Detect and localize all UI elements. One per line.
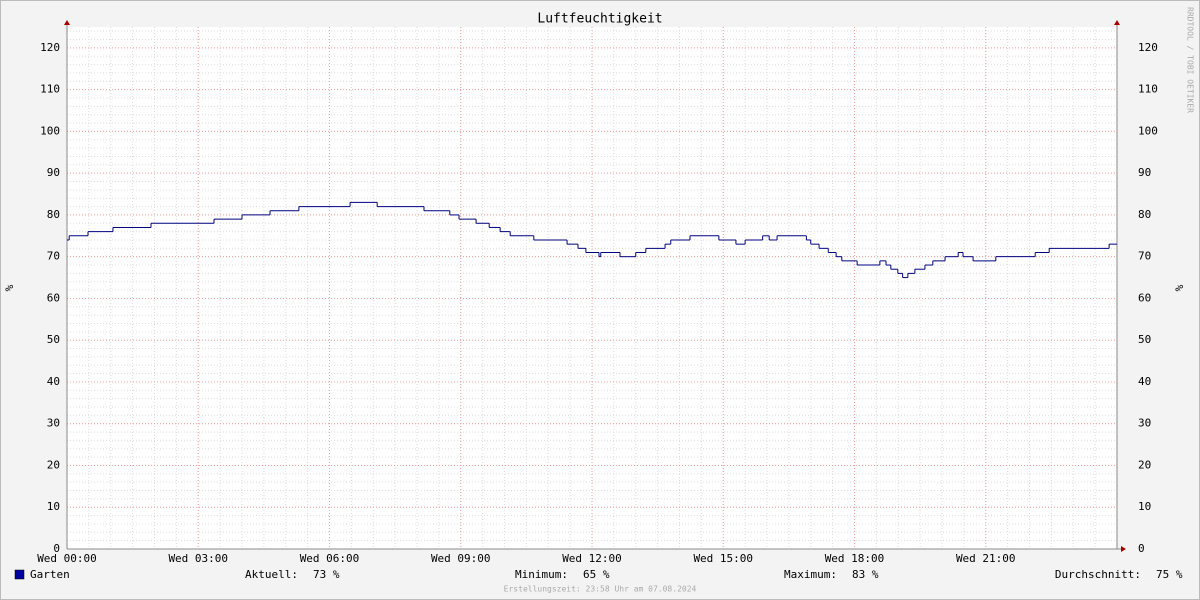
y2-tick-label: 70 (1138, 250, 1151, 263)
y-tick-label: 120 (40, 41, 60, 54)
arrow (1114, 20, 1120, 25)
stat-value: 73 % (313, 568, 340, 581)
y-tick-label: 70 (47, 250, 60, 263)
arrow (1121, 546, 1126, 552)
y-tick-label: 80 (47, 208, 60, 221)
stat-label: Durchschnitt: (1055, 568, 1141, 581)
x-tick-label: Wed 00:00 (37, 552, 97, 565)
chart-title: Luftfeuchtigkeit (537, 12, 662, 27)
y-tick-label: 110 (40, 83, 60, 96)
y2-tick-label: 0 (1138, 542, 1145, 555)
y-tick-label: 100 (40, 124, 60, 137)
stat-value: 83 % (852, 568, 879, 581)
y2-tick-label: 10 (1138, 500, 1151, 513)
y2-tick-label: 50 (1138, 333, 1151, 346)
x-tick-label: Wed 15:00 (693, 552, 753, 565)
y2-tick-label: 90 (1138, 166, 1151, 179)
y-tick-label: 90 (47, 166, 60, 179)
x-tick-label: Wed 21:00 (956, 552, 1016, 565)
y2-tick-label: 60 (1138, 291, 1151, 304)
y-tick-label: 40 (47, 375, 60, 388)
y2-tick-label: 100 (1138, 124, 1158, 137)
y2-tick-label: 80 (1138, 208, 1151, 221)
stat-label: Maximum: (784, 568, 837, 581)
x-tick-label: Wed 12:00 (562, 552, 622, 565)
stat-value: 75 % (1156, 568, 1183, 581)
footer: Erstellungszeit: 23:58 Uhr am 07.08.2024 (504, 585, 697, 594)
y2-tick-label: 120 (1138, 41, 1158, 54)
x-tick-label: Wed 09:00 (431, 552, 491, 565)
y2-axis-label: % (1173, 284, 1186, 291)
watermark: RRDTOOL / TOBI OETIKER (1186, 7, 1195, 113)
stat-label: Minimum: (515, 568, 568, 581)
stat-value: 65 % (583, 568, 610, 581)
y2-tick-label: 40 (1138, 375, 1151, 388)
y-tick-label: 0 (53, 542, 60, 555)
arrow (64, 20, 70, 25)
y-tick-label: 60 (47, 291, 60, 304)
stat-label: Aktuell: (245, 568, 298, 581)
legend-swatch (14, 569, 25, 580)
y-tick-label: 50 (47, 333, 60, 346)
x-tick-label: Wed 18:00 (825, 552, 885, 565)
y2-tick-label: 20 (1138, 458, 1151, 471)
y-tick-label: 20 (47, 458, 60, 471)
y-tick-label: 10 (47, 500, 60, 513)
legend-label: Garten (30, 568, 70, 581)
y-tick-label: 30 (47, 417, 60, 430)
x-tick-label: Wed 06:00 (300, 552, 360, 565)
x-tick-label: Wed 03:00 (168, 552, 228, 565)
y2-tick-label: 30 (1138, 417, 1151, 430)
y-axis-label: % (3, 284, 16, 291)
y2-tick-label: 110 (1138, 83, 1158, 96)
